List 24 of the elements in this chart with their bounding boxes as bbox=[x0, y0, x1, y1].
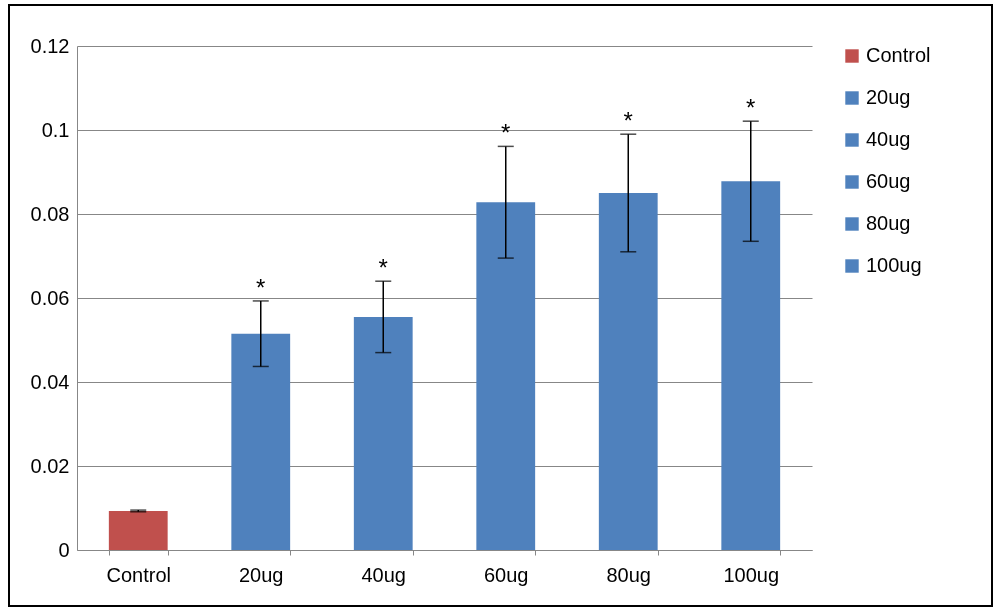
x-tick-label: Control bbox=[106, 563, 171, 586]
y-tick-label: 0.02 bbox=[30, 454, 70, 477]
legend-label: 40ug bbox=[866, 128, 911, 150]
annotation: * bbox=[746, 94, 756, 122]
legend-label: 100ug bbox=[866, 254, 922, 276]
x-tick-label: 100ug bbox=[723, 563, 780, 586]
legend-label: 80ug bbox=[866, 212, 911, 234]
annotation: * bbox=[623, 107, 633, 135]
x-tick-label: 60ug bbox=[484, 563, 529, 586]
legend-label: 60ug bbox=[866, 170, 911, 192]
y-tick-label: 0.04 bbox=[30, 370, 70, 393]
annotation: * bbox=[378, 254, 388, 282]
annotation: * bbox=[256, 273, 266, 301]
y-tick-label: 0 bbox=[58, 538, 70, 561]
y-tick-label: 0.1 bbox=[41, 118, 70, 141]
y-tick-label: 0.08 bbox=[30, 202, 70, 225]
annotation: * bbox=[501, 119, 511, 147]
x-tick-label: 20ug bbox=[239, 563, 284, 586]
x-tick-label: 40ug bbox=[361, 563, 406, 586]
y-tick-label: 0.12 bbox=[30, 34, 70, 57]
legend-label: 20ug bbox=[866, 86, 911, 108]
legend-label: Control bbox=[866, 44, 931, 66]
x-tick-label: 80ug bbox=[606, 563, 651, 586]
y-tick-label: 0.06 bbox=[30, 286, 70, 309]
